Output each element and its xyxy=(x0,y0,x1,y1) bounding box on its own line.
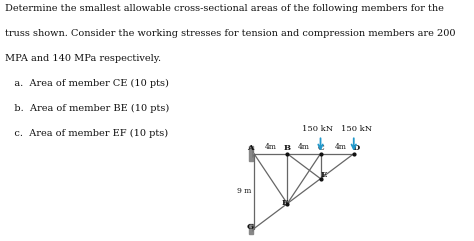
Text: 150 kN: 150 kN xyxy=(302,125,334,133)
Text: B: B xyxy=(284,144,291,152)
Text: 4m: 4m xyxy=(264,143,277,151)
Text: a.  Area of member CE (10 pts): a. Area of member CE (10 pts) xyxy=(5,79,169,88)
Text: A: A xyxy=(246,145,253,153)
Polygon shape xyxy=(253,150,254,157)
Text: b.  Area of member BE (10 pts): b. Area of member BE (10 pts) xyxy=(5,104,169,113)
Text: 4m: 4m xyxy=(298,143,310,151)
Text: c.  Area of member EF (10 pts): c. Area of member EF (10 pts) xyxy=(5,129,168,138)
Text: truss shown. Consider the working stresses for tension and compression members a: truss shown. Consider the working stress… xyxy=(5,29,455,38)
Text: D: D xyxy=(352,145,359,153)
Text: E: E xyxy=(320,171,327,179)
Text: F: F xyxy=(282,199,288,207)
Text: G: G xyxy=(246,223,254,231)
Text: MPA and 140 MPa respectively.: MPA and 140 MPa respectively. xyxy=(5,54,161,63)
Text: 150 kN: 150 kN xyxy=(341,125,372,133)
Polygon shape xyxy=(253,226,254,231)
Text: Determine the smallest allowable cross-sectional areas of the following members : Determine the smallest allowable cross-s… xyxy=(5,4,444,13)
Bar xyxy=(249,224,253,234)
Bar xyxy=(249,146,253,161)
Text: 4m: 4m xyxy=(335,143,347,151)
Text: 9 m: 9 m xyxy=(237,187,251,195)
Text: C: C xyxy=(317,144,324,152)
